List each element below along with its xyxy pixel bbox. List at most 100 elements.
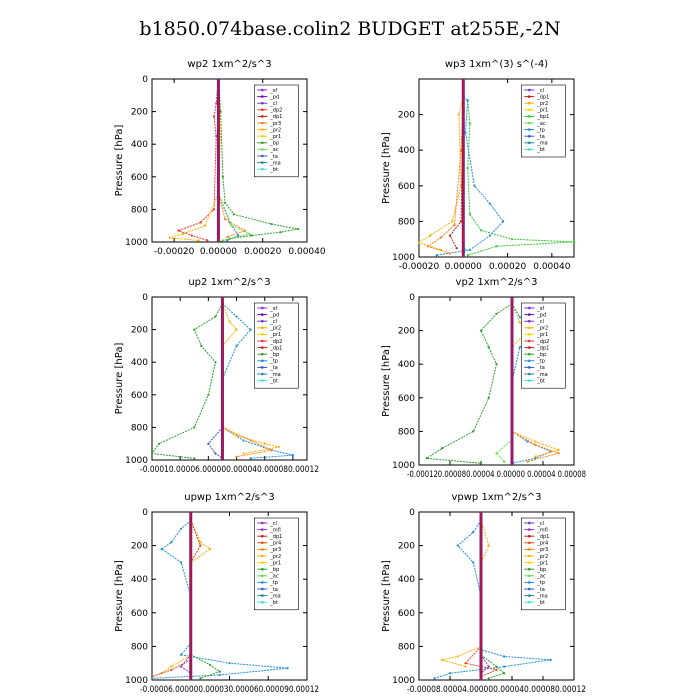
x-tick-label: -0.00020 [399, 262, 440, 272]
y-tick-label: 1000 [392, 676, 415, 686]
legend-label: _sf [269, 88, 277, 94]
legend-label: _pr1 [269, 134, 281, 140]
y-tick-label: 200 [131, 326, 148, 336]
legend-label: _ma [536, 593, 547, 599]
series-point-pr3 [235, 455, 238, 458]
y-tick-label: 800 [398, 642, 415, 652]
legend-marker [528, 108, 531, 112]
legend-marker [261, 521, 264, 525]
legend-marker [528, 333, 531, 336]
y-tick-label: 400 [131, 140, 148, 150]
series-point-bp [495, 312, 498, 315]
series-point-pr2 [235, 328, 238, 331]
series-point-tp [448, 672, 452, 675]
series-point-bp [193, 426, 196, 429]
x-tick-labels: -0.00010.00006.000000.000040.000080.0001… [140, 465, 319, 475]
y-tick-label: 200 [398, 111, 415, 121]
legend-label: _bt [269, 600, 278, 606]
legend-label: _pr2 [269, 326, 281, 332]
legend-label: _bt [536, 147, 545, 153]
series-line-ac [495, 439, 513, 462]
series-point-bp [209, 663, 212, 666]
series-line-dp1 [449, 96, 464, 249]
legend-marker [528, 581, 531, 584]
series-point-pr2 [451, 220, 454, 223]
x-tick-label: 0.00020 [244, 247, 281, 257]
y-tick-label: 600 [398, 394, 415, 404]
legend-marker [261, 372, 264, 376]
panel-wp2: wp2 1xm^2/s^3 Pressure [hPa] 0 200 400 600 800… [114, 59, 326, 257]
legend-label: _tp [269, 580, 278, 586]
series-point-tp [468, 248, 472, 251]
series-point-tp [534, 457, 537, 460]
series-point-pr2 [209, 547, 212, 551]
series-point-pr3 [453, 223, 456, 227]
legend-marker [261, 352, 264, 356]
series-line-pr2 [417, 96, 464, 251]
series-point-pr2 [197, 239, 200, 242]
plot-frame [418, 296, 575, 466]
y-axis-label: Pressure [hPa] [114, 560, 125, 632]
series-point-bp [232, 213, 236, 216]
series-point-bp [495, 363, 498, 366]
series-point-tp [503, 665, 506, 668]
series-point-ta [207, 442, 210, 445]
series-point-dp1 [455, 247, 458, 250]
legend-marker [261, 88, 264, 92]
series-point-pr2 [534, 455, 537, 458]
legend-label: _cl [269, 521, 277, 527]
series-point-pr3 [459, 149, 463, 152]
legend-marker [261, 541, 264, 545]
legend-label: _ma [269, 160, 280, 166]
series-point-bp1 [466, 254, 469, 257]
legend-marker [528, 326, 531, 330]
series-point-pr2 [170, 665, 173, 668]
series-line-bp [480, 654, 506, 679]
series-point-mfl [487, 665, 490, 668]
legend-marker [261, 167, 264, 171]
x-tick-labels: -0.000120.000080.00004 0.00000 0.00004 0… [407, 470, 586, 480]
legend-marker [528, 352, 531, 356]
y-axis-label: Pressure [hPa] [114, 125, 125, 197]
series-point-bp1 [510, 238, 514, 241]
y-tick-label: 1000 [125, 676, 148, 686]
legend-label: _ta [269, 365, 278, 371]
legend-label: _bp [269, 352, 279, 358]
legend-label: _pr1 [536, 560, 548, 566]
series-point-tp [179, 561, 183, 564]
y-tick-label: 800 [398, 427, 415, 437]
legend-label: _mfl [269, 527, 281, 533]
series-point-ac [221, 239, 224, 242]
y-tick-label: 400 [131, 575, 148, 585]
legend-marker [528, 379, 531, 382]
legend-marker [261, 379, 264, 382]
series-line-ta [207, 427, 223, 459]
legend-marker [528, 306, 531, 310]
legend-marker [261, 128, 264, 131]
series-point-tp [170, 541, 173, 544]
series-point-dp2 [215, 134, 218, 138]
series-point-tp [488, 234, 491, 237]
legend-marker [261, 333, 264, 336]
legend-marker [261, 587, 264, 591]
series-point-tp [160, 547, 163, 551]
legend-label: _pr2 [269, 127, 281, 133]
series-point-bp [479, 329, 483, 332]
series-point-bp [270, 222, 273, 226]
panel-up2: up2 1xm^2/s^3 Pressure [hPa] 0 200 400 600 800… [114, 277, 319, 475]
legend-label: _tp [536, 580, 545, 586]
legend-label: _bt [536, 600, 545, 606]
y-tick-label: 600 [398, 182, 415, 192]
legend-label: _pr2 [536, 554, 548, 560]
series-point-dp2 [190, 234, 193, 237]
series-point-dp1 [448, 234, 452, 237]
legend-label: _pr1 [269, 560, 281, 566]
series-point-tp [235, 315, 238, 318]
series-point-dp2 [206, 239, 209, 242]
legend-marker [528, 541, 531, 545]
legend-marker [528, 134, 531, 138]
legend-label: _dp1 [269, 534, 282, 540]
page-title: b1850.074base.colin2 BUDGET at255E,-2N [139, 18, 561, 40]
series-point-dp2 [177, 229, 180, 232]
